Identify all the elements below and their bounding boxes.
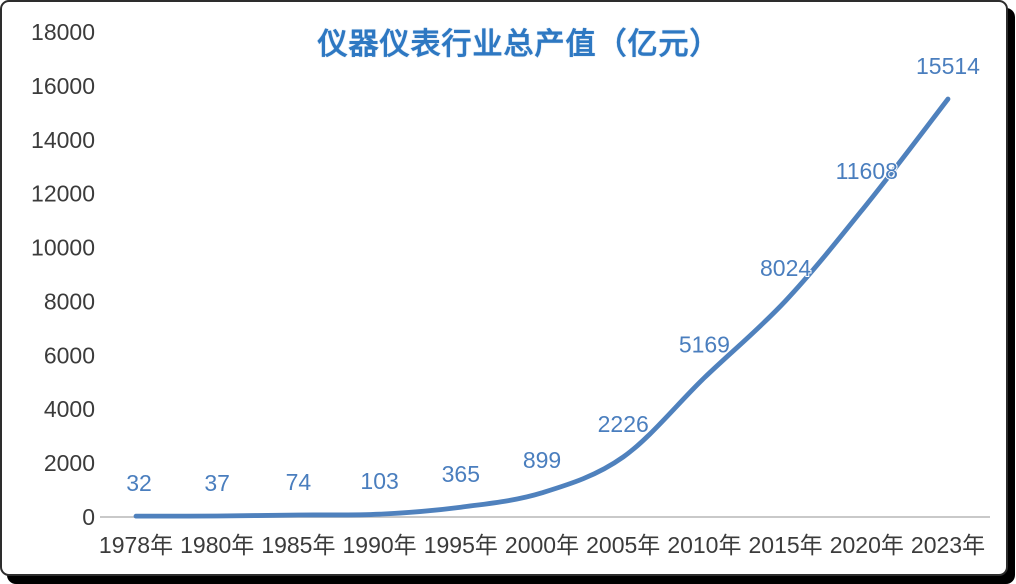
y-axis-tick-label: 0 [82, 504, 95, 530]
x-axis-category-label: 1995年 [424, 532, 498, 558]
x-axis-category-label: 2020年 [830, 532, 904, 558]
data-label: 32 [126, 470, 152, 496]
data-label: 8024 [760, 255, 811, 281]
y-axis-tick-label: 12000 [31, 181, 95, 207]
x-axis-category-label: 2005年 [586, 532, 660, 558]
y-axis-tick-label: 6000 [44, 342, 95, 368]
x-axis-category-label: 1985年 [261, 532, 335, 558]
y-axis-tick-label: 2000 [44, 450, 95, 476]
x-axis-category-label: 2010年 [667, 532, 741, 558]
data-label: 15514 [916, 53, 980, 79]
x-axis-category-label: 2000年 [505, 532, 579, 558]
data-label: 37 [204, 470, 230, 496]
x-axis-category-label: 1990年 [343, 532, 417, 558]
chart-frame: 仪器仪表行业总产值（亿元） 0 2000 4000 6000 8000 10000 1200… [0, 0, 1008, 576]
data-label: 365 [442, 461, 480, 487]
data-label: 899 [523, 447, 561, 473]
chart-title: 仪器仪表行业总产值（亿元） [317, 28, 721, 61]
data-label: 2226 [598, 411, 649, 437]
y-axis-tick-label: 8000 [44, 288, 95, 314]
line-chart: 0 2000 4000 6000 8000 10000 12000 14000 16000 180… [31, 19, 990, 558]
y-axis-tick-label: 4000 [44, 396, 95, 422]
x-axis-category-label: 1978年 [99, 532, 173, 558]
data-label: 11608 [836, 158, 898, 184]
x-axis-category-label: 1980年 [180, 532, 254, 558]
data-label: 5169 [679, 332, 730, 358]
y-axis-tick-label: 14000 [31, 127, 95, 153]
x-axis-category-label: 2015年 [749, 532, 823, 558]
y-axis-tick-label: 16000 [31, 73, 95, 99]
data-label: 74 [286, 469, 312, 495]
data-label: 103 [360, 468, 398, 494]
x-axis-category-label: 2023年 [911, 532, 985, 558]
y-axis-tick-label: 18000 [31, 19, 95, 45]
series-line [133, 96, 951, 519]
y-axis-tick-label: 10000 [31, 235, 95, 261]
